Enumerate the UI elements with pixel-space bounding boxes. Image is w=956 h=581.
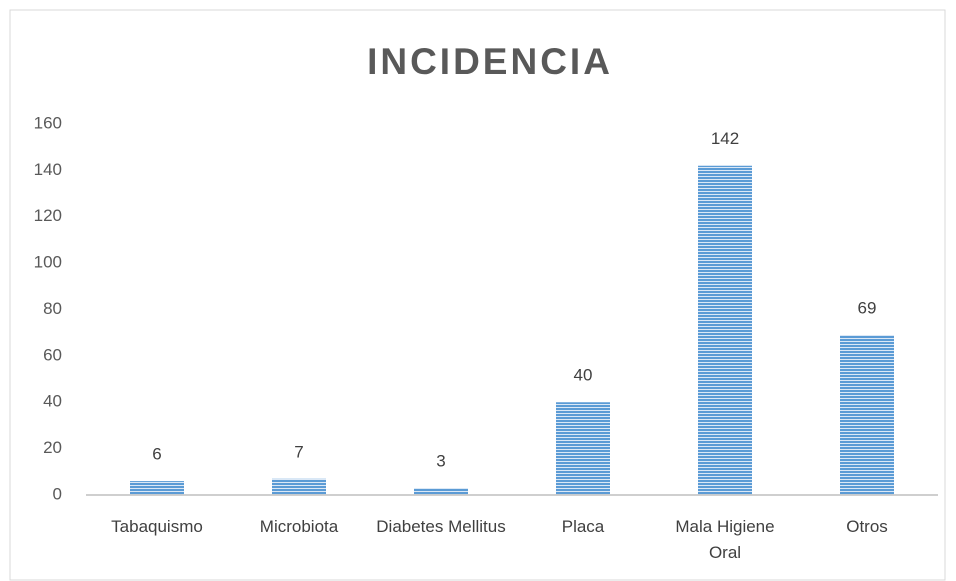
x-tick-label: Placa [561,517,605,536]
y-tick-label: 40 [43,392,62,411]
y-tick-label: 120 [34,206,62,225]
chart-title: INCIDENCIA [367,41,613,82]
x-tick-label: Tabaquismo [111,517,203,536]
bar [556,402,610,495]
bar [272,478,326,495]
data-label: 142 [711,129,739,148]
y-tick-label: 100 [34,253,62,272]
x-tick-label: Microbiota [259,517,339,536]
y-tick-label: 140 [34,160,62,179]
bar [414,488,468,495]
y-tick-label: 160 [34,113,62,132]
bar [698,165,752,496]
y-tick-label: 20 [43,438,62,457]
x-tick-label: Mala Higiene Oral [675,517,775,562]
y-tick-label: 0 [53,484,62,503]
data-label: 6 [152,445,161,464]
data-label: 3 [436,452,445,471]
data-label: 40 [574,366,593,385]
x-tick-label: Diabetes Mellitus [376,517,506,536]
y-tick-label: 80 [43,299,62,318]
bar [130,481,184,495]
bar [840,335,894,495]
y-tick-label: 60 [43,345,62,364]
data-label: 7 [294,442,303,461]
data-label: 69 [858,298,877,317]
x-tick-label: Otros [846,517,888,536]
